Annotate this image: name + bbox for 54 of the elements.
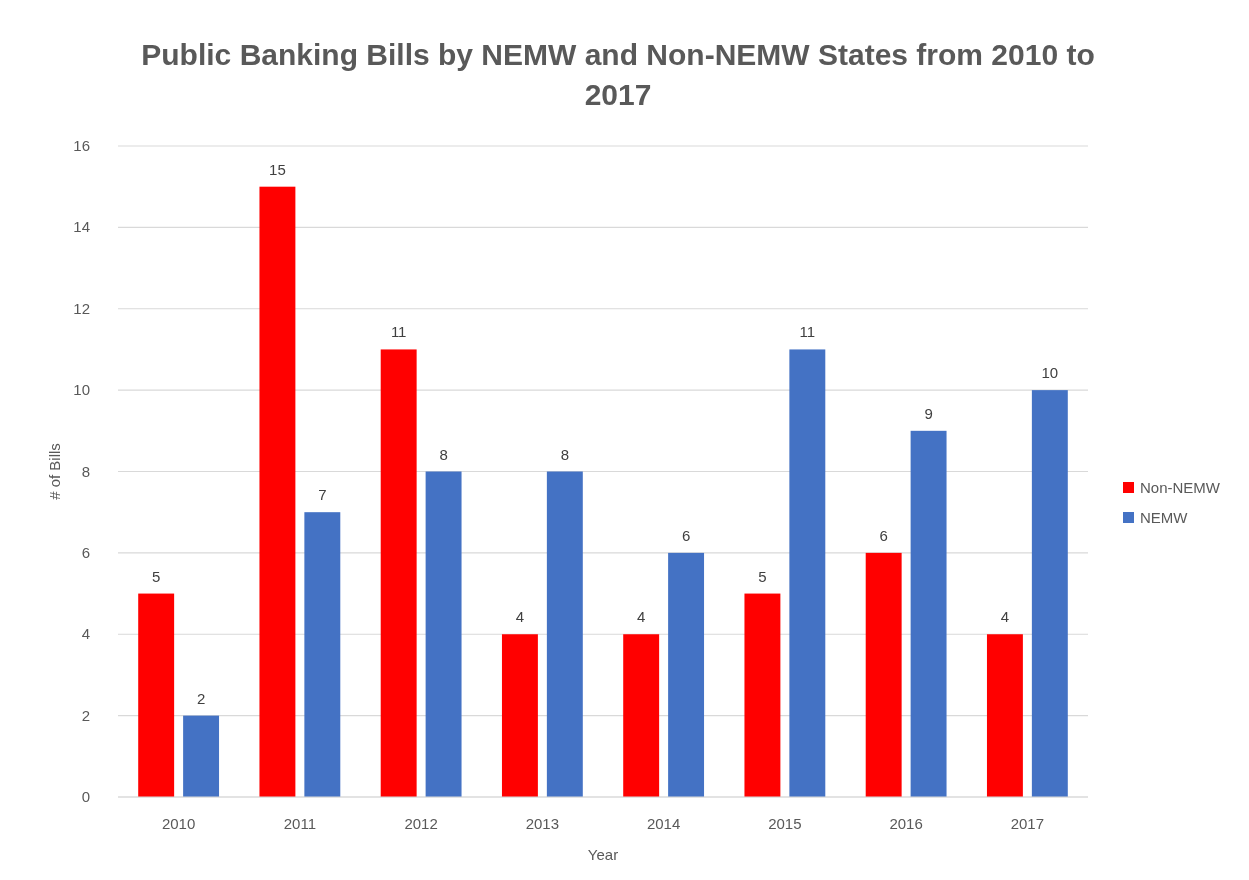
- x-axis-title: Year: [587, 846, 619, 863]
- y-tick-label: 8: [81, 462, 90, 480]
- bar: [501, 634, 538, 797]
- x-tick-label: 2016: [889, 815, 923, 832]
- bar: [668, 552, 705, 797]
- bar: [789, 349, 826, 797]
- data-label: 6: [681, 526, 691, 544]
- y-tick-label: 6: [81, 543, 90, 561]
- legend-label: Non-NEMW: [1140, 479, 1221, 496]
- bar: [183, 715, 220, 797]
- data-label: 2: [196, 689, 206, 707]
- bar: [425, 471, 462, 797]
- bar: [304, 512, 341, 797]
- data-label: 4: [515, 608, 525, 626]
- bar: [259, 186, 296, 797]
- bar: [865, 552, 902, 797]
- data-label: 11: [799, 323, 816, 341]
- bar: [910, 430, 947, 797]
- y-tick-label: 14: [73, 218, 90, 236]
- data-label: 8: [560, 445, 569, 463]
- data-label: 4: [1000, 608, 1010, 626]
- data-label: 9: [924, 404, 933, 422]
- chart-title: Public Banking Bills by NEMW and Non-NEMW States from 2010 to 2017: [141, 38, 1095, 111]
- data-label: 6: [879, 526, 888, 544]
- x-tick-label: 2010: [161, 815, 196, 832]
- bar: [1031, 390, 1068, 797]
- data-label: 4: [637, 608, 646, 626]
- x-tick-label: 2011: [283, 815, 317, 832]
- x-tick-label: 2013: [525, 815, 560, 832]
- data-label: 5: [152, 567, 161, 585]
- y-tick-label: 16: [73, 137, 90, 154]
- y-axis-title: # of Bills: [46, 443, 63, 500]
- data-label: 10: [1041, 364, 1059, 382]
- data-label: 8: [439, 445, 448, 463]
- y-tick-label: 2: [81, 706, 90, 724]
- y-tick-label: 12: [73, 299, 90, 317]
- bar: [986, 634, 1023, 797]
- x-tick-label: 2012: [404, 815, 438, 832]
- legend-label: NEMW: [1140, 509, 1189, 526]
- data-label: 5: [758, 567, 767, 585]
- bar: [744, 593, 781, 797]
- y-tick-label: 10: [73, 381, 90, 399]
- data-label: 7: [318, 486, 327, 504]
- bar: [138, 593, 175, 797]
- bar: [380, 349, 417, 797]
- x-tick-label: 2014: [646, 815, 681, 832]
- y-tick-label: 0: [81, 788, 90, 805]
- data-label: 11: [390, 323, 407, 341]
- data-label: 15: [269, 160, 286, 178]
- x-tick-label: 2015: [768, 815, 802, 832]
- bar: [546, 471, 583, 797]
- x-tick-label: 2017: [1010, 815, 1045, 832]
- y-tick-label: 4: [81, 625, 90, 643]
- bar: [623, 634, 660, 797]
